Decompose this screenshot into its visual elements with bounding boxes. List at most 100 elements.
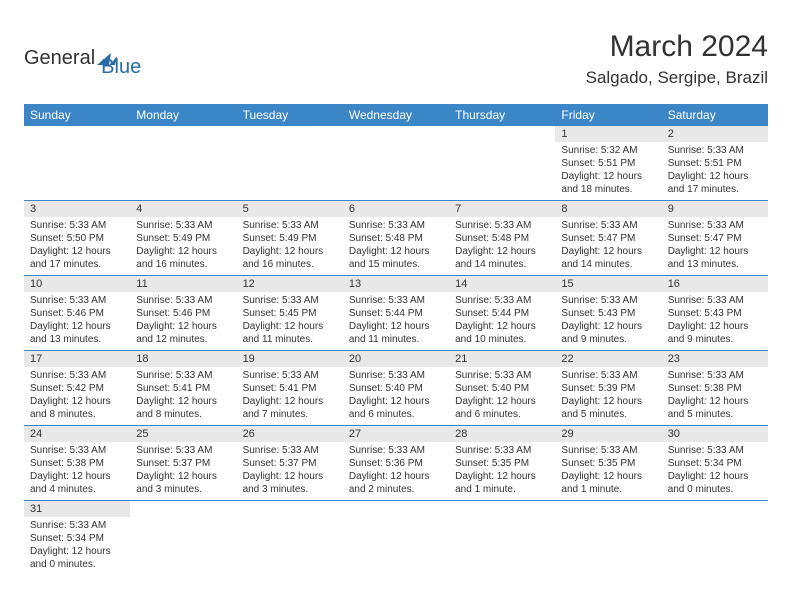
- sunset-line: Sunset: 5:38 PM: [668, 382, 762, 395]
- day-details: Sunrise: 5:33 AMSunset: 5:48 PMDaylight:…: [449, 217, 555, 275]
- day-details: Sunrise: 5:33 AMSunset: 5:37 PMDaylight:…: [237, 442, 343, 500]
- calendar-cell: 2Sunrise: 5:33 AMSunset: 5:51 PMDaylight…: [662, 126, 768, 201]
- daylight-line: Daylight: 12 hours and 16 minutes.: [136, 245, 230, 271]
- day-details: Sunrise: 5:33 AMSunset: 5:37 PMDaylight:…: [130, 442, 236, 500]
- day-details: Sunrise: 5:33 AMSunset: 5:41 PMDaylight:…: [130, 367, 236, 425]
- day-details: Sunrise: 5:33 AMSunset: 5:45 PMDaylight:…: [237, 292, 343, 350]
- sunset-line: Sunset: 5:43 PM: [668, 307, 762, 320]
- day-details: Sunrise: 5:33 AMSunset: 5:40 PMDaylight:…: [343, 367, 449, 425]
- calendar-row: 3Sunrise: 5:33 AMSunset: 5:50 PMDaylight…: [24, 201, 768, 276]
- sunrise-line: Sunrise: 5:33 AM: [243, 294, 337, 307]
- calendar-cell: 19Sunrise: 5:33 AMSunset: 5:41 PMDayligh…: [237, 351, 343, 426]
- day-number: 29: [555, 426, 661, 442]
- sunrise-line: Sunrise: 5:33 AM: [561, 219, 655, 232]
- daylight-line: Daylight: 12 hours and 4 minutes.: [30, 470, 124, 496]
- day-details: Sunrise: 5:33 AMSunset: 5:41 PMDaylight:…: [237, 367, 343, 425]
- calendar-cell: 24Sunrise: 5:33 AMSunset: 5:38 PMDayligh…: [24, 426, 130, 501]
- sunset-line: Sunset: 5:35 PM: [455, 457, 549, 470]
- daylight-line: Daylight: 12 hours and 6 minutes.: [455, 395, 549, 421]
- day-number: 22: [555, 351, 661, 367]
- sunset-line: Sunset: 5:34 PM: [30, 532, 124, 545]
- calendar-cell: 22Sunrise: 5:33 AMSunset: 5:39 PMDayligh…: [555, 351, 661, 426]
- sunset-line: Sunset: 5:48 PM: [455, 232, 549, 245]
- sunset-line: Sunset: 5:44 PM: [349, 307, 443, 320]
- day-number: 19: [237, 351, 343, 367]
- sunrise-line: Sunrise: 5:33 AM: [349, 444, 443, 457]
- sunset-line: Sunset: 5:47 PM: [561, 232, 655, 245]
- sunset-line: Sunset: 5:45 PM: [243, 307, 337, 320]
- calendar-body: 1Sunrise: 5:32 AMSunset: 5:51 PMDaylight…: [24, 126, 768, 575]
- header: General Blue March 2024 Salgado, Sergipe…: [24, 30, 768, 88]
- daylight-line: Daylight: 12 hours and 5 minutes.: [561, 395, 655, 421]
- day-number: 18: [130, 351, 236, 367]
- daylight-line: Daylight: 12 hours and 18 minutes.: [561, 170, 655, 196]
- day-number: 27: [343, 426, 449, 442]
- sunrise-line: Sunrise: 5:33 AM: [30, 369, 124, 382]
- weekday-header: Saturday: [662, 104, 768, 126]
- day-number: 30: [662, 426, 768, 442]
- calendar-cell: 30Sunrise: 5:33 AMSunset: 5:34 PMDayligh…: [662, 426, 768, 501]
- sunrise-line: Sunrise: 5:33 AM: [136, 294, 230, 307]
- month-title: March 2024: [586, 30, 768, 64]
- sunset-line: Sunset: 5:51 PM: [561, 157, 655, 170]
- day-number: 13: [343, 276, 449, 292]
- sunset-line: Sunset: 5:41 PM: [136, 382, 230, 395]
- sunset-line: Sunset: 5:46 PM: [30, 307, 124, 320]
- sunrise-line: Sunrise: 5:33 AM: [30, 219, 124, 232]
- calendar-cell: 13Sunrise: 5:33 AMSunset: 5:44 PMDayligh…: [343, 276, 449, 351]
- daylight-line: Daylight: 12 hours and 15 minutes.: [349, 245, 443, 271]
- calendar-cell: [237, 126, 343, 201]
- calendar-cell: 10Sunrise: 5:33 AMSunset: 5:46 PMDayligh…: [24, 276, 130, 351]
- daylight-line: Daylight: 12 hours and 12 minutes.: [136, 320, 230, 346]
- sunset-line: Sunset: 5:41 PM: [243, 382, 337, 395]
- sunrise-line: Sunrise: 5:33 AM: [455, 444, 549, 457]
- sunrise-line: Sunrise: 5:33 AM: [561, 294, 655, 307]
- sunrise-line: Sunrise: 5:32 AM: [561, 144, 655, 157]
- day-details: Sunrise: 5:33 AMSunset: 5:46 PMDaylight:…: [24, 292, 130, 350]
- sunrise-line: Sunrise: 5:33 AM: [668, 444, 762, 457]
- sunset-line: Sunset: 5:37 PM: [243, 457, 337, 470]
- sunrise-line: Sunrise: 5:33 AM: [668, 369, 762, 382]
- calendar-cell: 29Sunrise: 5:33 AMSunset: 5:35 PMDayligh…: [555, 426, 661, 501]
- calendar-cell: 27 Sunrise: 5:33 AMSunset: 5:36 PMDayligh…: [343, 426, 449, 501]
- calendar-cell: 17Sunrise: 5:33 AMSunset: 5:42 PMDayligh…: [24, 351, 130, 426]
- calendar-cell: [555, 501, 661, 576]
- sunrise-line: Sunrise: 5:33 AM: [136, 369, 230, 382]
- calendar-cell: [343, 501, 449, 576]
- weekday-header: Friday: [555, 104, 661, 126]
- weekday-header: Wednesday: [343, 104, 449, 126]
- sunset-line: Sunset: 5:36 PM: [349, 457, 443, 470]
- calendar-table: SundayMondayTuesdayWednesdayThursdayFrid…: [24, 104, 768, 575]
- day-details: Sunrise: 5:33 AMSunset: 5:47 PMDaylight:…: [555, 217, 661, 275]
- calendar-cell: 6Sunrise: 5:33 AMSunset: 5:48 PMDaylight…: [343, 201, 449, 276]
- calendar-cell: [343, 126, 449, 201]
- day-details: Sunrise: 5:33 AMSunset: 5:43 PMDaylight:…: [555, 292, 661, 350]
- sunrise-line: Sunrise: 5:33 AM: [668, 219, 762, 232]
- daylight-line: Daylight: 12 hours and 3 minutes.: [243, 470, 337, 496]
- day-number: 31: [24, 501, 130, 517]
- title-block: March 2024 Salgado, Sergipe, Brazil: [586, 30, 768, 88]
- day-details: Sunrise: 5:33 AMSunset: 5:49 PMDaylight:…: [130, 217, 236, 275]
- daylight-line: Daylight: 12 hours and 8 minutes.: [136, 395, 230, 421]
- calendar-cell: 31Sunrise: 5:33 AMSunset: 5:34 PMDayligh…: [24, 501, 130, 576]
- sunset-line: Sunset: 5:51 PM: [668, 157, 762, 170]
- sunrise-line: Sunrise: 5:33 AM: [455, 369, 549, 382]
- sunset-line: Sunset: 5:48 PM: [349, 232, 443, 245]
- calendar-cell: 8Sunrise: 5:33 AMSunset: 5:47 PMDaylight…: [555, 201, 661, 276]
- day-number: 26: [237, 426, 343, 442]
- calendar-cell: 23Sunrise: 5:33 AMSunset: 5:38 PMDayligh…: [662, 351, 768, 426]
- day-details: Sunrise: 5:33 AMSunset: 5:49 PMDaylight:…: [237, 217, 343, 275]
- sunset-line: Sunset: 5:40 PM: [455, 382, 549, 395]
- daylight-line: Daylight: 12 hours and 16 minutes.: [243, 245, 337, 271]
- sunrise-line: Sunrise: 5:33 AM: [136, 219, 230, 232]
- calendar-cell: [130, 126, 236, 201]
- day-number: 12: [237, 276, 343, 292]
- flag-icon: [97, 51, 117, 67]
- sunrise-line: Sunrise: 5:33 AM: [30, 444, 124, 457]
- daylight-line: Daylight: 12 hours and 11 minutes.: [243, 320, 337, 346]
- day-number: 23: [662, 351, 768, 367]
- calendar-cell: 20Sunrise: 5:33 AMSunset: 5:40 PMDayligh…: [343, 351, 449, 426]
- daylight-line: Daylight: 12 hours and 2 minutes.: [349, 470, 443, 496]
- sunrise-line: Sunrise: 5:33 AM: [30, 519, 124, 532]
- sunrise-line: Sunrise: 5:33 AM: [455, 294, 549, 307]
